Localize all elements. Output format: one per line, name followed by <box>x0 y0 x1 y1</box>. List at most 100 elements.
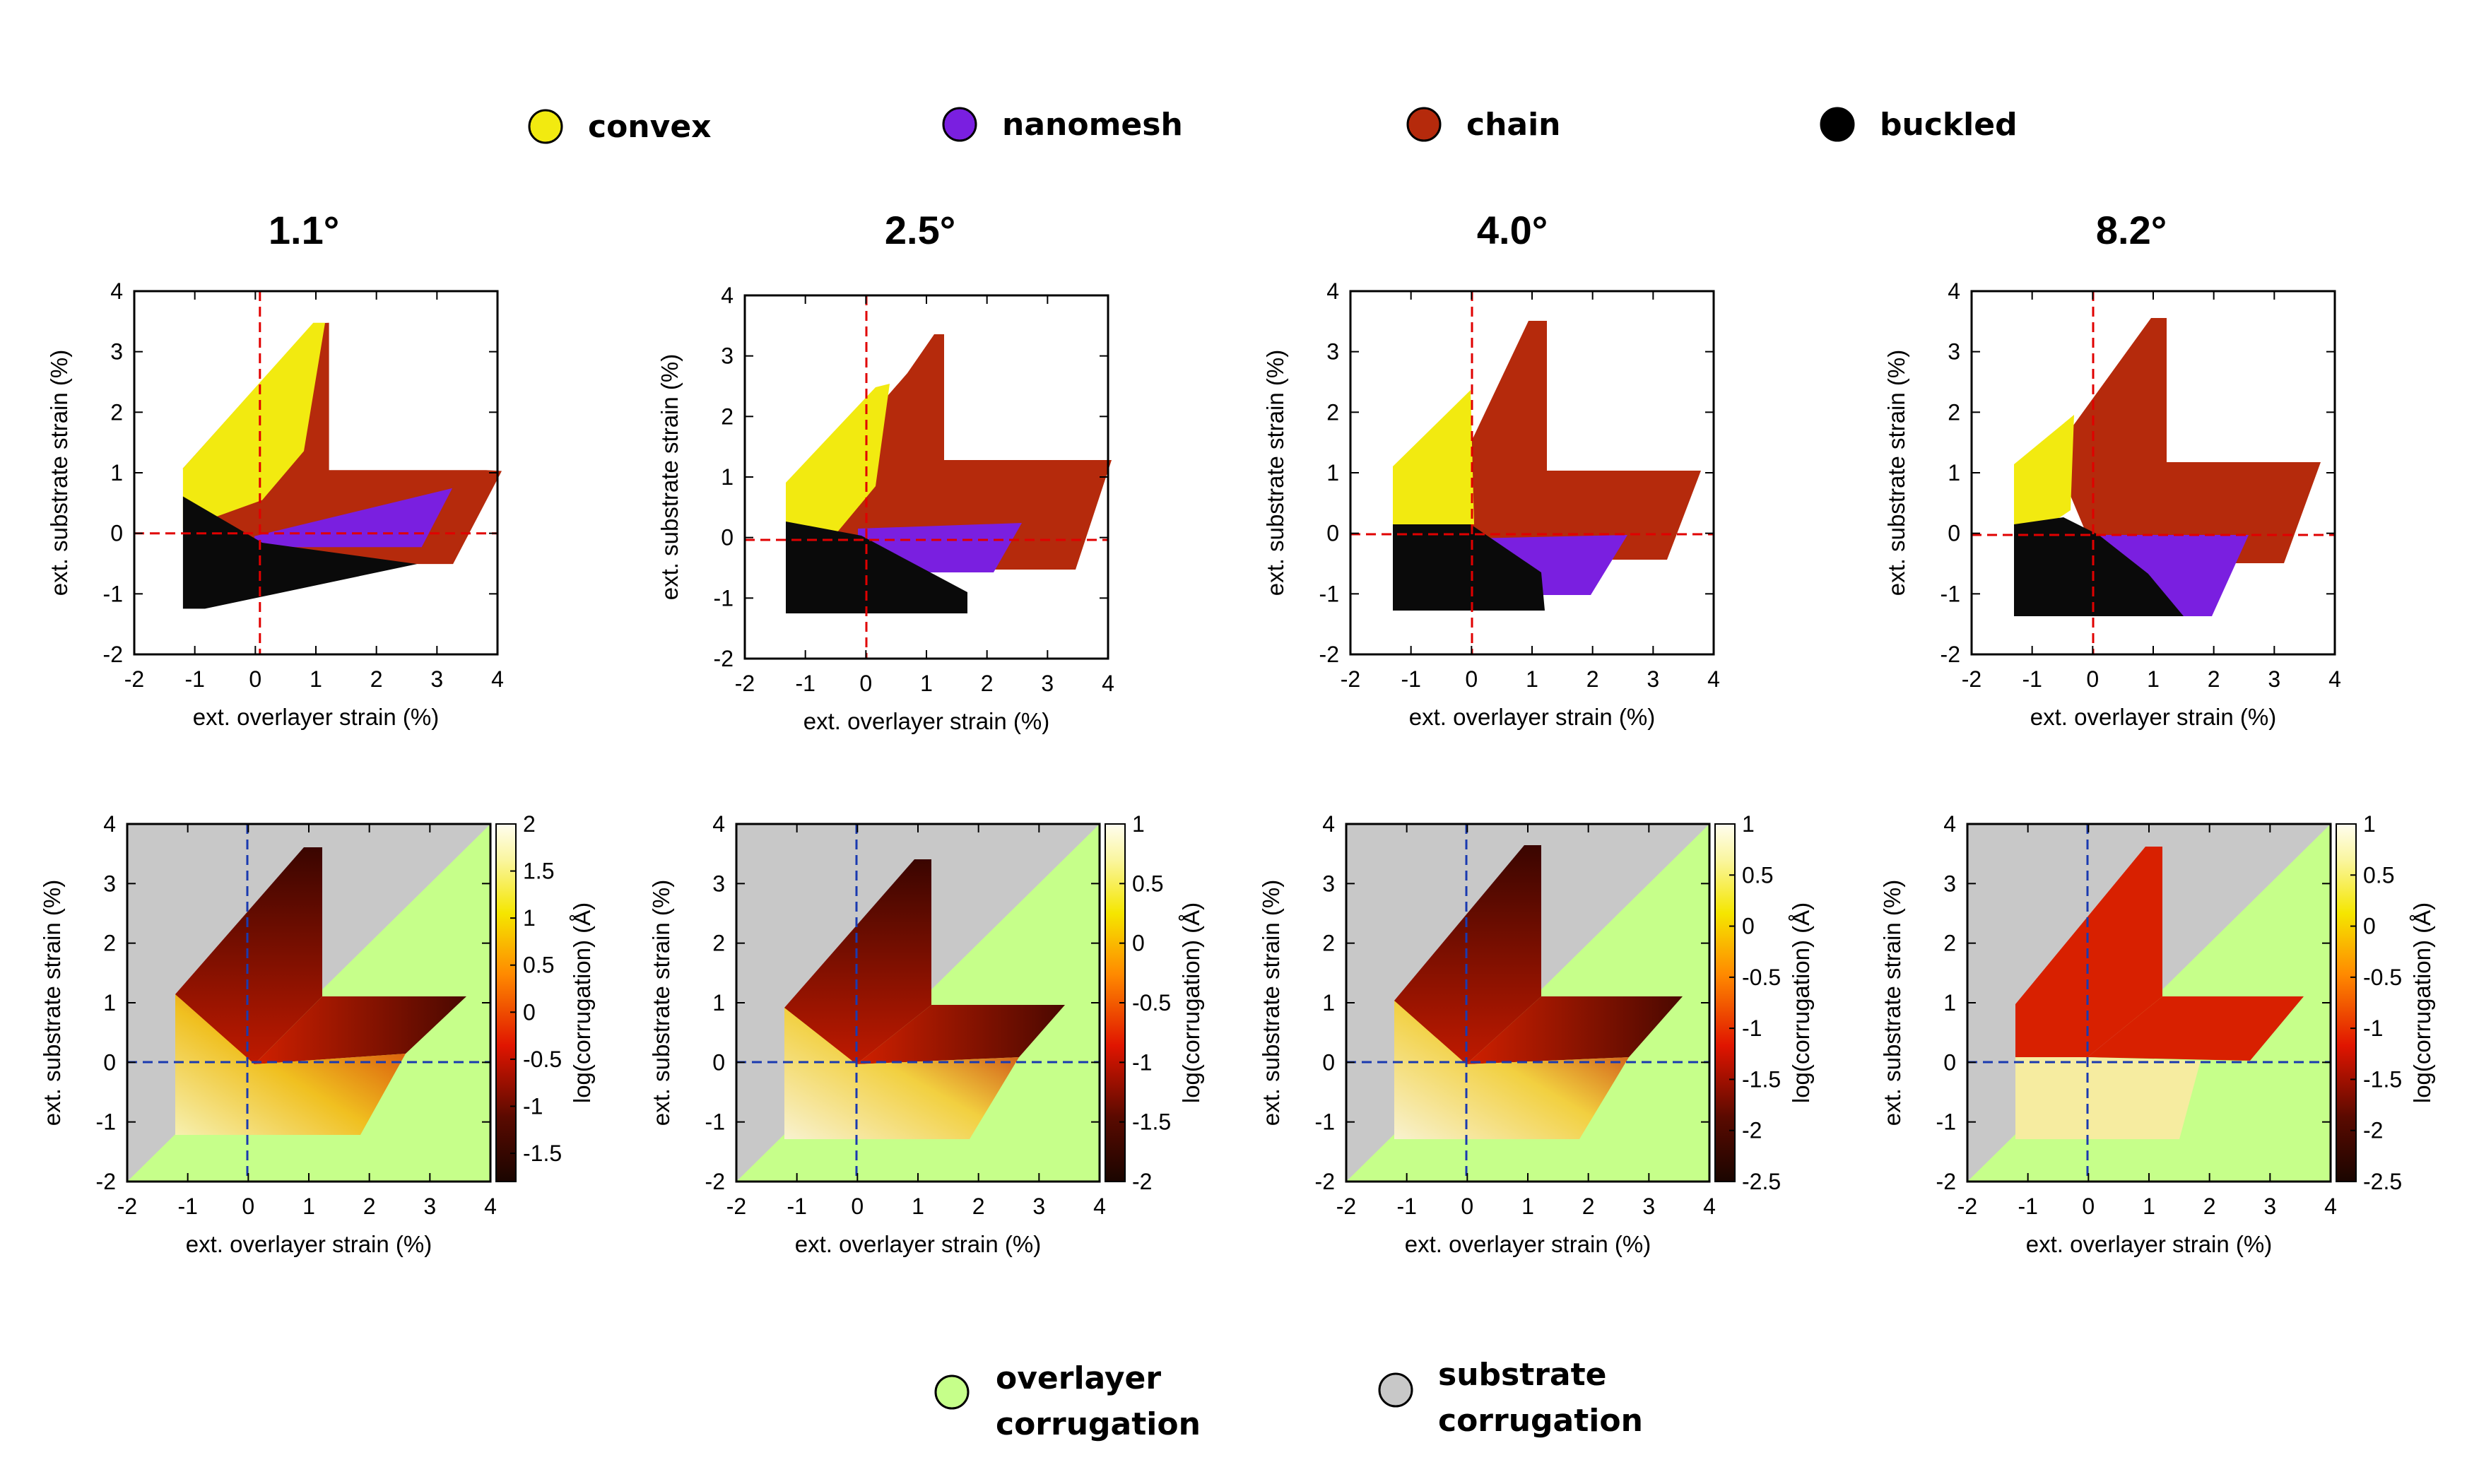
x-tick-label: 2 <box>972 1194 985 1219</box>
x-tick-label: 3 <box>423 1194 436 1219</box>
x-tick-label: 1 <box>1526 666 1538 692</box>
x-tick-label: 2 <box>1582 1194 1595 1219</box>
x-tick-label: 0 <box>2086 666 2099 692</box>
y-axis-label: ext. substrate strain (%) <box>1883 350 1909 596</box>
x-tick-label: 3 <box>2263 1194 2276 1219</box>
y-tick-label: -2 <box>1319 642 1339 667</box>
panel-title-3: 4.0° <box>1477 208 1548 252</box>
y-tick-label: 0 <box>1322 1049 1335 1075</box>
x-tick-label: -2 <box>1957 1194 1977 1219</box>
x-tick-label: 0 <box>851 1194 864 1219</box>
legend-label-substrate-line2: corrugation <box>1438 1403 1643 1439</box>
y-axis-label: ext. substrate strain (%) <box>656 354 683 600</box>
heat-right-arm <box>254 996 466 1064</box>
legend-label-substrate-line1: substrate <box>1438 1357 1607 1393</box>
region-convex <box>2014 415 2074 524</box>
x-tick-label: 2 <box>2203 1194 2216 1219</box>
region-nanomesh <box>2099 535 2249 616</box>
y-tick-label: 2 <box>1948 399 1960 425</box>
colorbar-tick-label: -1 <box>523 1093 543 1119</box>
x-tick-label: -2 <box>735 671 755 696</box>
y-tick-label: 1 <box>1326 460 1339 485</box>
x-tick-label: -1 <box>1396 1194 1416 1219</box>
colorbar-tick-label: -1 <box>1742 1015 1762 1041</box>
colorbar-label: log(corrugation) (Å) <box>2409 902 2435 1103</box>
region-chain <box>2053 318 2321 563</box>
y-axis-label: ext. substrate strain (%) <box>1262 350 1288 596</box>
heat-right-arm <box>1466 996 1683 1064</box>
colorbar-tick-label: -2 <box>2363 1118 2383 1143</box>
x-tick-label: -1 <box>184 666 204 692</box>
y-tick-label: 4 <box>1948 278 1960 304</box>
y-tick-label: 1 <box>103 990 116 1015</box>
region-chain <box>821 334 1112 570</box>
y-tick-label: 0 <box>1948 521 1960 546</box>
x-tick-label: -1 <box>1401 666 1420 692</box>
x-tick-label: 1 <box>912 1194 924 1219</box>
y-tick-label: 4 <box>110 278 123 304</box>
heat-upper-arm <box>1394 845 1541 1064</box>
legend-marker-chain <box>1406 107 1442 142</box>
y-tick-label: 4 <box>1322 811 1335 837</box>
y-tick-label: 0 <box>103 1049 116 1075</box>
colorbar-tick-label: -0.5 <box>523 1047 562 1072</box>
y-tick-label: -1 <box>714 585 734 611</box>
colorbar-tick-label: -1.5 <box>523 1141 562 1166</box>
x-tick-label: -1 <box>787 1194 806 1219</box>
colorbar <box>1714 823 1736 1182</box>
x-tick-label: 2 <box>2208 666 2220 692</box>
x-tick-label: -2 <box>124 666 144 692</box>
colorbar-tick-label: 0.5 <box>1742 862 1773 888</box>
x-axis-label: ext. overlayer strain (%) <box>803 708 1049 734</box>
phase-plot-3 <box>1350 291 1714 654</box>
y-axis-label: ext. substrate strain (%) <box>1258 880 1284 1126</box>
legend-item-buckled: buckled <box>1820 107 2018 143</box>
colorbar-tick-label: 0 <box>1742 914 1755 939</box>
x-tick-label: 1 <box>920 671 933 696</box>
legend-label-overlayer-line2: corrugation <box>996 1406 1201 1442</box>
x-tick-label: 4 <box>484 1194 497 1219</box>
x-tick-label: 3 <box>1647 666 1659 692</box>
y-tick-label: 4 <box>1943 811 1956 837</box>
colorbar-tick-label: -0.5 <box>1742 965 1781 990</box>
colorbar-tick-label: 0.5 <box>1132 871 1163 896</box>
colorbar-tick-label: 0.5 <box>523 953 554 978</box>
y-axis-label: ext. substrate strain (%) <box>648 880 674 1126</box>
x-tick-label: 1 <box>2147 666 2160 692</box>
y-tick-label: 3 <box>1326 339 1339 365</box>
x-axis-label: ext. overlayer strain (%) <box>186 1231 432 1257</box>
y-axis-label: ext. substrate strain (%) <box>1879 880 1905 1126</box>
corrugation-plot-2 <box>736 824 1100 1182</box>
colorbar-label: log(corrugation) (Å) <box>1788 902 1814 1103</box>
x-tick-label: 1 <box>1521 1194 1534 1219</box>
region-convex <box>182 322 325 529</box>
y-tick-label: 3 <box>1948 339 1960 365</box>
y-tick-label: 3 <box>712 871 725 896</box>
y-tick-label: 2 <box>712 931 725 956</box>
colorbar-tick-label: -2.5 <box>2363 1169 2402 1194</box>
y-tick-label: 4 <box>103 811 116 837</box>
phase-plot-4 <box>1972 291 2335 654</box>
y-tick-label: -1 <box>103 581 123 606</box>
x-tick-label: -1 <box>177 1194 197 1219</box>
y-axis-label: ext. substrate strain (%) <box>39 880 65 1126</box>
y-tick-label: 3 <box>1322 871 1335 896</box>
region-chain <box>1471 321 1701 560</box>
x-tick-label: 0 <box>1461 1194 1473 1219</box>
legend-label-chain: chain <box>1466 107 1561 143</box>
x-tick-label: -2 <box>726 1194 746 1219</box>
colorbar-tick-label: 1 <box>1742 811 1755 837</box>
legend-bottom: overlayer corrugation substrate corrugat… <box>934 1357 1643 1442</box>
x-tick-label: -2 <box>117 1194 137 1219</box>
heat-upper-arm <box>2015 847 2162 1057</box>
x-tick-label: 2 <box>981 671 994 696</box>
y-tick-label: 0 <box>712 1049 725 1075</box>
phase-regions <box>134 291 502 654</box>
colorbar <box>495 823 517 1182</box>
x-tick-label: 4 <box>2324 1194 2337 1219</box>
heat-body <box>2015 1057 2201 1139</box>
x-tick-label: 4 <box>1102 671 1114 696</box>
x-tick-label: 0 <box>249 666 261 692</box>
y-tick-label: -1 <box>1936 1109 1956 1135</box>
